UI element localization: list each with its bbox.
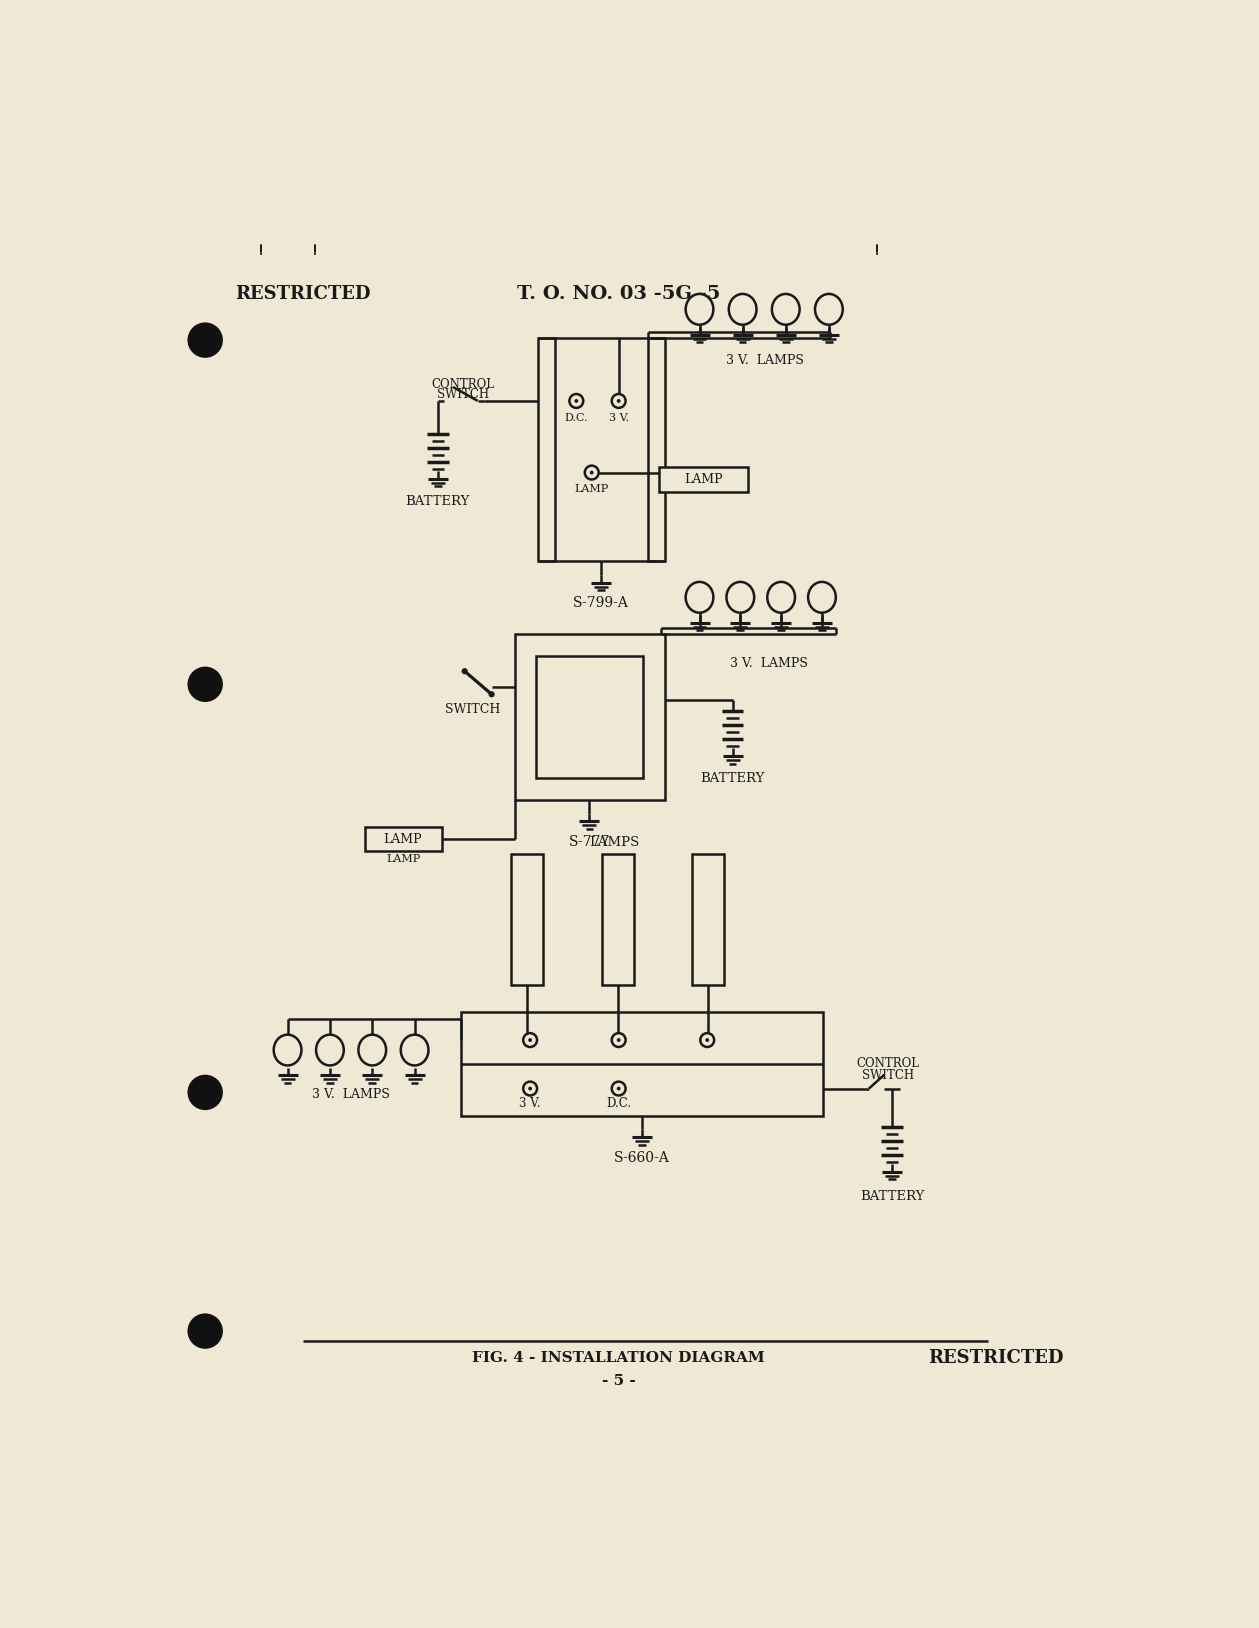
Text: 3 V.  LAMPS: 3 V. LAMPS [730, 658, 808, 671]
Text: SWITCH: SWITCH [437, 387, 490, 400]
Circle shape [589, 470, 594, 474]
Bar [660, 467, 748, 492]
Ellipse shape [686, 581, 714, 612]
Circle shape [529, 1086, 533, 1091]
Text: D.C.: D.C. [564, 414, 588, 423]
Ellipse shape [815, 295, 842, 324]
Bar [538, 339, 555, 562]
Text: 3 V.: 3 V. [520, 1097, 541, 1110]
Text: CONTROL: CONTROL [432, 378, 495, 391]
Ellipse shape [729, 295, 757, 324]
Bar [461, 1011, 822, 1115]
Bar [648, 339, 665, 562]
Text: BATTERY: BATTERY [700, 772, 764, 785]
Text: RESTRICTED: RESTRICTED [235, 285, 370, 303]
Circle shape [705, 1039, 709, 1042]
Text: 1: 1 [526, 1035, 534, 1045]
Circle shape [188, 322, 223, 358]
Text: BATTERY: BATTERY [405, 495, 470, 508]
Circle shape [612, 394, 626, 409]
Ellipse shape [686, 295, 714, 324]
Circle shape [612, 1034, 626, 1047]
Circle shape [188, 666, 223, 702]
Circle shape [188, 1074, 223, 1110]
Bar [511, 853, 543, 985]
Circle shape [488, 692, 495, 697]
Circle shape [524, 1081, 538, 1096]
Circle shape [617, 1039, 621, 1042]
Text: D.C.: D.C. [606, 1097, 631, 1110]
Text: 3 V.: 3 V. [608, 414, 628, 423]
Circle shape [612, 1081, 626, 1096]
Circle shape [569, 394, 583, 409]
Bar [692, 853, 724, 985]
Text: S-660-A: S-660-A [614, 1151, 670, 1166]
Ellipse shape [316, 1035, 344, 1065]
Circle shape [462, 667, 468, 674]
Text: SWITCH: SWITCH [862, 1070, 914, 1083]
Circle shape [617, 1086, 621, 1091]
Text: S-777: S-777 [569, 835, 611, 850]
Circle shape [700, 1034, 714, 1047]
Text: S-799-A: S-799-A [573, 596, 630, 610]
Text: - 5 -: - 5 - [602, 1374, 636, 1389]
Text: FIG. 4 - INSTALLATION DIAGRAM: FIG. 4 - INSTALLATION DIAGRAM [472, 1351, 765, 1364]
Text: 2: 2 [616, 1035, 622, 1045]
Text: LAMP: LAMP [387, 855, 421, 864]
Ellipse shape [359, 1035, 387, 1065]
Ellipse shape [772, 295, 799, 324]
Ellipse shape [726, 581, 754, 612]
Bar [536, 656, 643, 778]
Bar [365, 827, 442, 851]
Text: T. O. NO. 03 -5G -5: T. O. NO. 03 -5G -5 [517, 285, 720, 303]
Text: BATTERY: BATTERY [860, 1190, 924, 1203]
Circle shape [574, 399, 578, 402]
Bar [602, 853, 635, 985]
Text: LAMP: LAMP [384, 832, 422, 845]
Circle shape [617, 399, 621, 402]
Text: 3: 3 [704, 1035, 710, 1045]
Text: LAMP: LAMP [574, 485, 609, 495]
Bar [515, 635, 665, 799]
Text: RESTRICTED: RESTRICTED [928, 1350, 1064, 1368]
Circle shape [529, 1039, 533, 1042]
Circle shape [188, 1314, 223, 1350]
Ellipse shape [273, 1035, 301, 1065]
Text: SWITCH: SWITCH [444, 703, 500, 716]
Text: CONTROL: CONTROL [856, 1058, 919, 1071]
Text: LAMP: LAMP [684, 474, 723, 487]
Ellipse shape [767, 581, 794, 612]
Ellipse shape [400, 1035, 428, 1065]
Ellipse shape [808, 581, 836, 612]
Text: 3 V.  LAMPS: 3 V. LAMPS [312, 1088, 389, 1101]
Text: LAMPS: LAMPS [589, 835, 640, 848]
Circle shape [584, 466, 598, 480]
Circle shape [524, 1034, 538, 1047]
Text: 3 V.  LAMPS: 3 V. LAMPS [726, 355, 805, 368]
